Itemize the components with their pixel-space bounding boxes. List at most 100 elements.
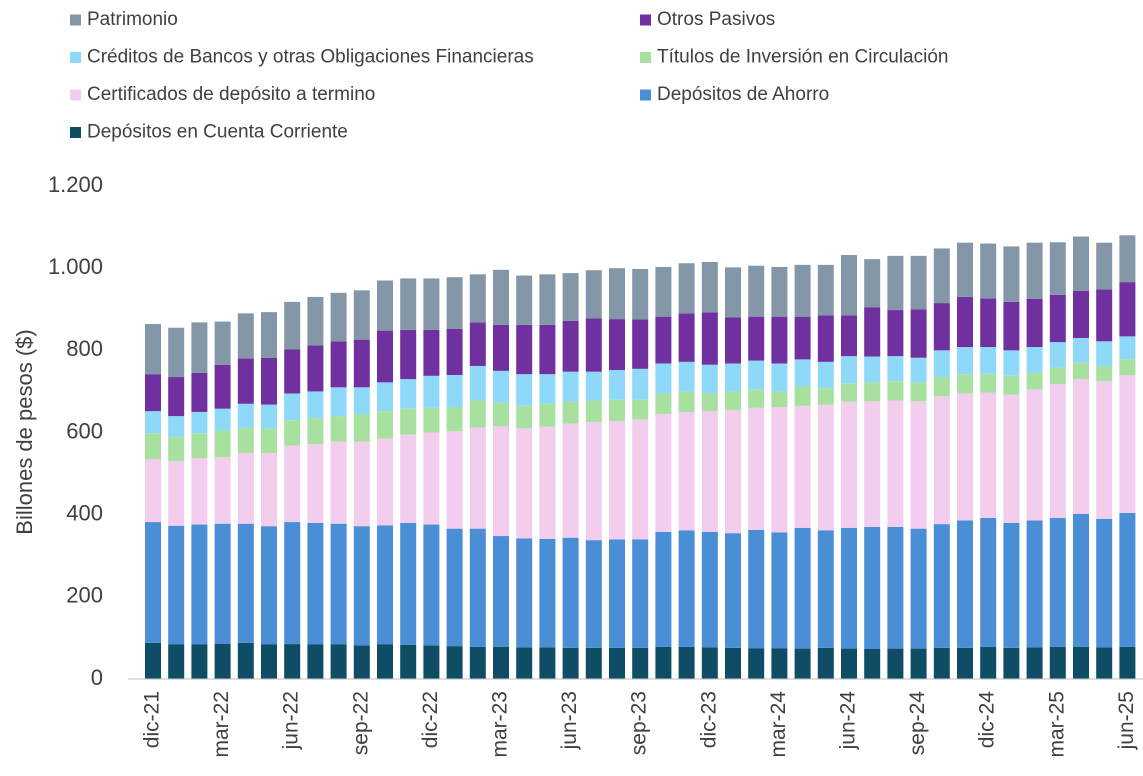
bar-segment xyxy=(469,400,486,428)
bar-segment xyxy=(701,411,718,532)
bar-segment xyxy=(980,517,997,647)
bar-segment xyxy=(307,644,324,679)
bar-segment xyxy=(284,301,301,350)
bar-segment xyxy=(957,296,973,348)
bar-segment xyxy=(980,243,997,299)
bar-segment xyxy=(469,322,486,366)
bar-segment xyxy=(841,401,857,528)
bar-segment xyxy=(841,648,857,679)
bar-segment xyxy=(632,419,649,540)
bar-segment xyxy=(191,457,208,525)
bar-segment xyxy=(330,644,347,679)
bar-segment xyxy=(887,648,904,679)
bar-segment xyxy=(469,365,486,401)
bar-segment xyxy=(1003,246,1020,302)
bar-segment xyxy=(284,420,301,446)
bar-segment xyxy=(701,364,718,394)
bar-segment xyxy=(980,373,997,393)
bar-segment xyxy=(191,372,208,412)
bar-segment xyxy=(748,265,765,317)
bar-segment xyxy=(817,530,834,648)
bar-segment xyxy=(237,358,254,404)
bar-segment xyxy=(214,430,231,458)
bar-segment xyxy=(887,400,904,527)
bar-segment xyxy=(1073,513,1089,647)
bar-segment xyxy=(771,266,788,317)
bar-segment xyxy=(261,428,277,454)
bar-segment xyxy=(933,524,950,648)
bar-segment xyxy=(632,268,649,320)
bar-segment xyxy=(516,647,533,679)
bar-segment xyxy=(725,317,741,364)
bar-segment xyxy=(1049,367,1066,385)
y-tick-label: 400 xyxy=(66,500,103,525)
bar-segment xyxy=(701,262,718,313)
bar-segment xyxy=(910,648,927,679)
bar-segment xyxy=(678,530,695,647)
bar-segment xyxy=(1003,301,1020,351)
bar-segment xyxy=(423,329,440,376)
bar-segment xyxy=(957,393,973,521)
bar-segment xyxy=(957,520,973,648)
bar-segment xyxy=(771,532,788,649)
bar-segment xyxy=(493,646,509,679)
bar-segment xyxy=(539,374,556,404)
legend-label: Depósitos de Ahorro xyxy=(657,84,829,105)
bar-segment xyxy=(237,453,254,524)
bar-segment xyxy=(1026,298,1043,348)
bar-segment xyxy=(794,405,811,528)
bar-segment xyxy=(168,327,185,378)
x-tick-label: mar-25 xyxy=(1045,691,1068,758)
bar-segment xyxy=(910,357,927,383)
bar-segment xyxy=(145,642,161,679)
bar-segment xyxy=(377,411,393,439)
bar-segment xyxy=(933,377,950,397)
bar-segment xyxy=(771,363,788,392)
bar-segment xyxy=(725,363,741,392)
bar-segment xyxy=(214,364,231,409)
bar-segment xyxy=(980,646,997,679)
bar-segment xyxy=(400,644,417,679)
bar-segment xyxy=(794,648,811,679)
bar-segment xyxy=(516,275,533,325)
bar-segment xyxy=(145,459,161,523)
bar-segment xyxy=(400,434,417,523)
bar-segment xyxy=(817,264,834,316)
bar-segment xyxy=(261,357,277,405)
bar-segment xyxy=(493,324,509,371)
bar-segment xyxy=(748,648,765,679)
legend-label: Títulos de Inversión en Circulación xyxy=(657,47,948,68)
bar-segment xyxy=(330,441,347,524)
bar-segment xyxy=(469,528,486,647)
bar-segment xyxy=(655,414,672,532)
bar-segment xyxy=(1026,372,1043,390)
bar-segment xyxy=(794,527,811,649)
legend-label: Depósitos en Cuenta Corriente xyxy=(87,122,348,143)
x-tick-label: jun-24 xyxy=(837,691,860,751)
bar-segment xyxy=(1003,394,1020,523)
x-tick-label: sep-24 xyxy=(906,691,929,756)
bar-segment xyxy=(330,341,347,388)
bar-segment xyxy=(1119,646,1136,679)
x-tick-label: dic-21 xyxy=(141,691,164,748)
bar-segment xyxy=(191,644,208,679)
bar-segment xyxy=(145,324,161,375)
bar-segment xyxy=(748,316,765,361)
bar-segment xyxy=(237,403,254,428)
bar-segment xyxy=(864,382,881,402)
bar-segment xyxy=(446,431,463,529)
bar-segment xyxy=(330,292,347,342)
bar-segment xyxy=(609,399,625,421)
y-tick-label: 1.200 xyxy=(48,172,103,197)
bar-segment xyxy=(864,307,881,357)
bar-segment xyxy=(516,538,533,648)
bar-segment xyxy=(493,426,509,537)
bar-segment xyxy=(585,318,602,372)
y-tick-label: 200 xyxy=(66,583,103,608)
bar-segment xyxy=(307,391,324,419)
y-tick-label: 600 xyxy=(66,418,103,443)
bar-segment xyxy=(446,646,463,679)
bar-segment xyxy=(1049,517,1066,647)
bar-segment xyxy=(887,381,904,401)
bar-segment xyxy=(353,339,370,388)
